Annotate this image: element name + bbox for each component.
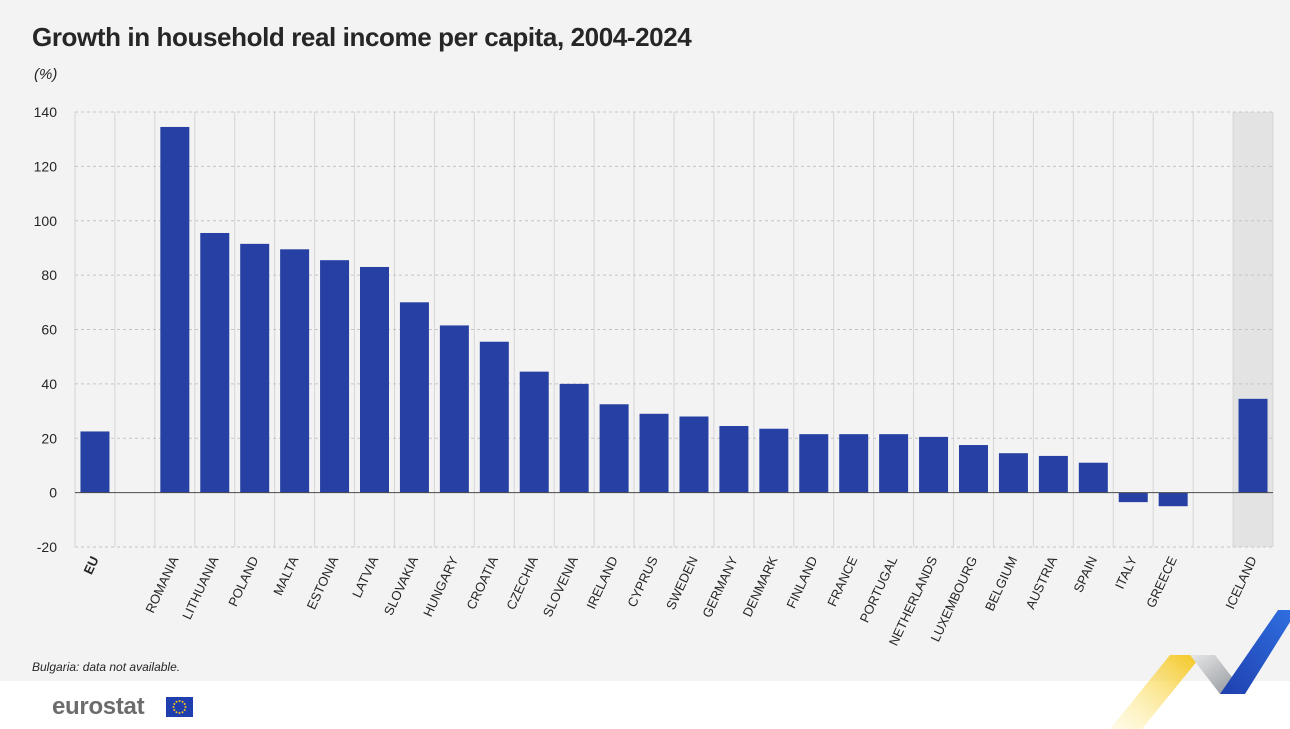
bar-cyprus bbox=[639, 413, 669, 493]
bar-italy bbox=[1118, 492, 1148, 503]
eu-flag-icon bbox=[166, 697, 193, 717]
bar-greece bbox=[1158, 492, 1188, 507]
bar-eu bbox=[80, 431, 110, 493]
y-tick-label: 120 bbox=[34, 158, 58, 174]
x-tick-label: DENMARK bbox=[739, 554, 780, 620]
bar-estonia bbox=[320, 260, 350, 493]
x-tick-label: CZECHIA bbox=[503, 554, 541, 612]
x-tick-label: FRANCE bbox=[824, 554, 860, 609]
x-tick-label: SLOVENIA bbox=[540, 554, 581, 620]
x-tick-label: ESTONIA bbox=[304, 554, 342, 612]
x-tick-label: ROMANIA bbox=[142, 554, 181, 616]
bar-france bbox=[839, 434, 869, 493]
footer-band bbox=[0, 681, 1290, 729]
x-tick-label: AUSTRIA bbox=[1023, 554, 1061, 612]
bar-sweden bbox=[679, 416, 709, 493]
x-tick-label: EU bbox=[80, 554, 101, 577]
x-tick-label: POLAND bbox=[225, 554, 261, 609]
bar-portugal bbox=[879, 434, 909, 493]
bar-finland bbox=[799, 434, 829, 493]
x-tick-label: CROATIA bbox=[463, 554, 501, 612]
bar-lithuania bbox=[200, 232, 230, 493]
y-tick-label: 140 bbox=[34, 104, 58, 120]
x-tick-label: GERMANY bbox=[699, 554, 741, 620]
x-tick-label: ICELAND bbox=[1222, 554, 1259, 611]
bar-iceland bbox=[1238, 398, 1268, 493]
y-tick-label: 80 bbox=[41, 267, 57, 283]
bar-denmark bbox=[759, 428, 789, 493]
y-tick-label: 40 bbox=[41, 376, 57, 392]
bar-austria bbox=[1038, 455, 1068, 493]
chart-title: Growth in household real income per capi… bbox=[32, 22, 692, 52]
x-tick-label: CYPRUS bbox=[624, 554, 661, 610]
y-tick-label: -20 bbox=[37, 539, 57, 555]
bar-slovenia bbox=[559, 383, 589, 493]
bar-ireland bbox=[599, 404, 629, 493]
bar-netherlands bbox=[919, 436, 949, 493]
bar-romania bbox=[160, 126, 190, 493]
bar-spain bbox=[1078, 462, 1108, 493]
x-tick-label: SWEDEN bbox=[663, 554, 701, 612]
x-tick-label: PORTUGAL bbox=[857, 554, 901, 625]
x-tick-label: BELGIUM bbox=[982, 554, 1020, 613]
x-tick-label: HUNGARY bbox=[420, 554, 461, 619]
x-tick-label: SPAIN bbox=[1070, 554, 1100, 595]
eurostat-wordmark: eurostat bbox=[52, 693, 145, 720]
bar-hungary bbox=[439, 325, 469, 493]
bar-germany bbox=[719, 426, 749, 493]
bar-czechia bbox=[519, 371, 549, 493]
bar-malta bbox=[280, 249, 310, 493]
bar-poland bbox=[240, 243, 270, 493]
x-tick-label: FINLAND bbox=[783, 554, 820, 611]
bar-luxembourg bbox=[959, 445, 988, 493]
x-tick-label: GREECE bbox=[1143, 554, 1180, 610]
bar-latvia bbox=[360, 266, 389, 493]
bar-belgium bbox=[998, 453, 1028, 493]
footnote: Bulgaria: data not available. bbox=[32, 660, 181, 674]
x-tick-label: LATVIA bbox=[349, 554, 381, 600]
y-tick-label: 0 bbox=[49, 485, 57, 501]
eurostat-swoosh-logo bbox=[1110, 610, 1290, 729]
x-tick-label: IRELAND bbox=[583, 554, 620, 611]
y-axis-unit-label: (%) bbox=[34, 66, 58, 83]
x-tick-label: LITHUANIA bbox=[179, 554, 221, 622]
y-tick-label: 20 bbox=[41, 430, 57, 446]
bar-slovakia bbox=[399, 302, 429, 493]
x-tick-label: SLOVAKIA bbox=[381, 554, 422, 618]
y-tick-label: 100 bbox=[34, 213, 58, 229]
y-tick-label: 60 bbox=[41, 322, 57, 338]
bar-croatia bbox=[479, 341, 509, 493]
x-tick-label: MALTA bbox=[270, 554, 301, 598]
x-tick-label: ITALY bbox=[1112, 554, 1140, 592]
